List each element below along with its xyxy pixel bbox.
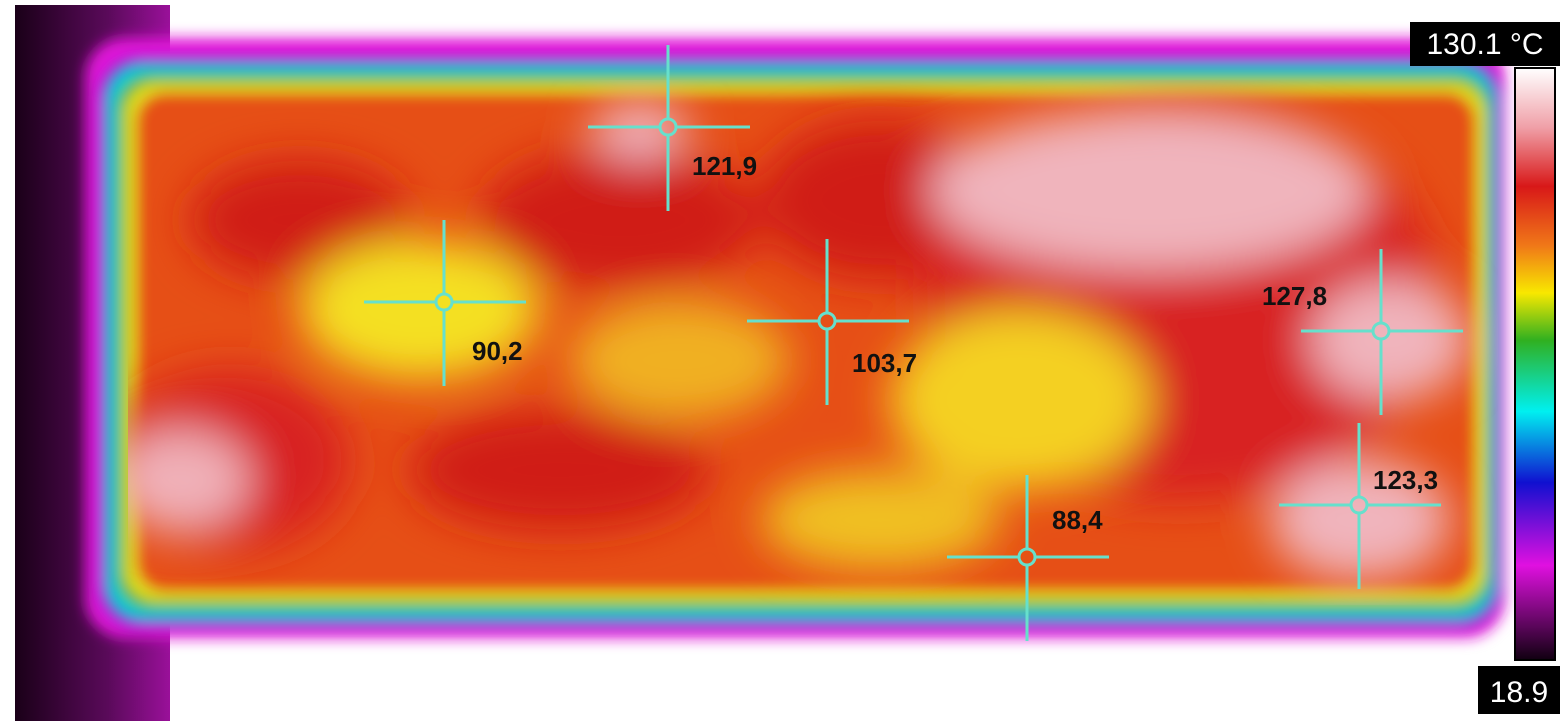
spot-label: 127,8 — [1262, 281, 1327, 311]
spot-label: 88,4 — [1052, 505, 1103, 535]
white-blob — [930, 110, 1370, 270]
red-blob — [410, 410, 710, 530]
scale-min: 18.9 — [1490, 676, 1548, 709]
thermal-image: 130.1 °C 18.9 121,9 90,2 103,7 127,8 123,3 88… — [0, 0, 1565, 721]
spot-label: 121,9 — [692, 151, 757, 181]
spot-label: 103,7 — [852, 348, 917, 378]
spot-label: 90,2 — [472, 336, 523, 366]
yellow-blob — [570, 300, 790, 420]
yellow-blob — [890, 310, 1150, 490]
white-blob — [1310, 280, 1470, 400]
white-blob — [110, 430, 250, 530]
spot-label: 123,3 — [1373, 465, 1438, 495]
scale-max: 130.1 °C — [1426, 28, 1543, 61]
yellow-blob — [760, 470, 1000, 570]
color-scale — [1515, 68, 1555, 660]
